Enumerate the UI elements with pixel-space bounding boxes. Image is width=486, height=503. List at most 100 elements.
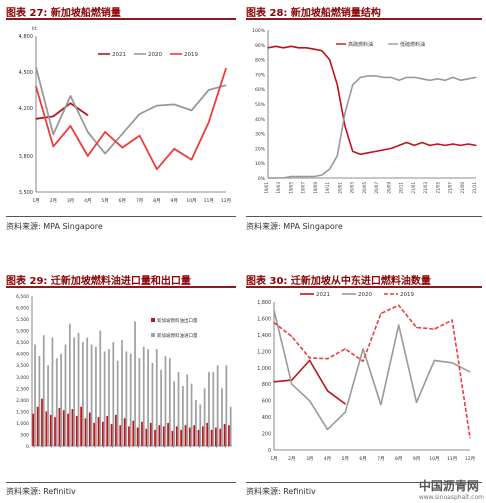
data-point [406, 76, 408, 78]
bar [38, 356, 41, 446]
watermark-text: 中国沥青网 [418, 479, 479, 493]
bar [155, 349, 158, 446]
x-tick-label: 9月 [170, 198, 177, 204]
panel-fuel-oil-trade: 图表 29: 迁新加坡燃料油进口量和出口量 0 500 1,000 1,500 2,00… [6, 272, 236, 500]
data-point [367, 152, 369, 154]
y-tick-label: 10% [255, 161, 266, 167]
data-point [362, 348, 364, 350]
bar [177, 372, 180, 446]
x-tick-label: 2月 [288, 456, 295, 462]
x-tick-label: 11月 [447, 456, 457, 462]
data-point [104, 131, 106, 133]
y-tick-label: 1,000 [16, 421, 29, 427]
panel-title: 图表 28: 新加坡船燃销量结构 [246, 8, 381, 19]
data-point [344, 403, 346, 405]
data-point [406, 141, 408, 144]
data-point [156, 168, 158, 170]
bar [162, 426, 165, 446]
data-point [35, 85, 37, 87]
x-tick-label: 19/03 [276, 182, 281, 194]
legend-label: 2019 [184, 52, 198, 58]
bar [216, 365, 219, 446]
y-tick-label: 2,500 [16, 386, 29, 392]
data-point [87, 114, 89, 116]
x-tick-label: 20/11 [399, 182, 404, 194]
data-point [433, 359, 435, 361]
chart-bunker-structure: 0% 10% 20% 30% 40% 50% 60% 70% 80% 90% 100% 19/01 19… [252, 28, 477, 194]
y-tick-label: 4,800 [19, 34, 33, 40]
x-tick-label: 21/05 [435, 182, 440, 194]
data-point [290, 45, 292, 47]
data-point [87, 155, 89, 157]
data-point [344, 112, 346, 114]
y-tick-label: 3,500 [16, 363, 29, 369]
bar [88, 412, 91, 446]
bar [97, 417, 100, 446]
bar [73, 337, 76, 446]
bar [134, 321, 136, 446]
bar [108, 349, 110, 446]
bar [110, 424, 113, 446]
x-tick-label: 19/09 [313, 182, 318, 194]
bar [49, 414, 52, 446]
x-tick-label: 3月 [67, 198, 74, 204]
data-point [190, 159, 193, 161]
y-tick-label: 800 [262, 382, 271, 388]
x-tick-label: 19/05 [288, 182, 293, 194]
bar [68, 323, 71, 446]
bar [90, 344, 93, 446]
x-tick-label: 1月 [32, 198, 39, 204]
bar [171, 431, 174, 446]
x-tick-label: 7月 [377, 456, 384, 462]
data-point [104, 153, 106, 155]
bar [45, 411, 48, 446]
y-tick-label: 1,400 [257, 333, 271, 339]
bar [221, 388, 223, 446]
y-tick-label: 4,500 [19, 70, 33, 76]
source-note: 资料来源: MPA Singapore [246, 222, 343, 231]
bar [184, 425, 187, 446]
bar [141, 421, 143, 446]
bar [180, 429, 182, 446]
bar [62, 410, 65, 446]
y-tick-label: 5,500 [16, 317, 29, 323]
bar [64, 344, 67, 446]
legend-label: 2021 [316, 292, 330, 298]
y-tick-label: 600 [262, 399, 271, 405]
legend-label: 新加坡燃料油出口量 [157, 317, 198, 324]
data-point [329, 168, 331, 170]
panel-title: 图表 27: 新加坡船燃销量 [6, 8, 121, 19]
data-point [413, 144, 415, 147]
bar [99, 330, 102, 446]
bar [186, 374, 189, 446]
x-tick-label: 12月 [465, 456, 475, 462]
data-point [429, 144, 431, 147]
bar [54, 417, 56, 446]
data-point [421, 141, 423, 144]
panel-bunker-structure: 图表 28: 新加坡船燃销量结构 0% 10% 20% 30% 40% 50% 60% 70%… [246, 4, 482, 236]
bar [190, 383, 193, 446]
x-tick-label: 12月 [221, 198, 231, 204]
bar [119, 425, 122, 446]
data-point [469, 437, 471, 439]
data-point [87, 131, 89, 133]
y-tick-label: 30% [255, 132, 266, 138]
panel-middle-east-imports: 图表 30: 迁新加坡从中东进口燃料油数量 0 200 400 600 800 1,000… [246, 272, 482, 500]
bar [42, 335, 45, 446]
bar [34, 344, 36, 446]
y-tick-label: 3,800 [19, 154, 33, 160]
bar [173, 381, 176, 446]
x-tick-label: 20/01 [337, 182, 342, 194]
bar [225, 365, 228, 446]
y-tick-label: 4,500 [16, 340, 29, 346]
data-point [459, 79, 462, 81]
bar [208, 372, 210, 446]
data-point [467, 143, 469, 145]
data-point [69, 125, 72, 127]
bar [158, 425, 161, 446]
x-tick-label: 21/11 [472, 182, 477, 194]
data-point [344, 348, 346, 350]
y-tick-label: 0 [268, 448, 271, 454]
data-point [69, 95, 72, 97]
y-tick-label: 3,500 [19, 190, 33, 196]
